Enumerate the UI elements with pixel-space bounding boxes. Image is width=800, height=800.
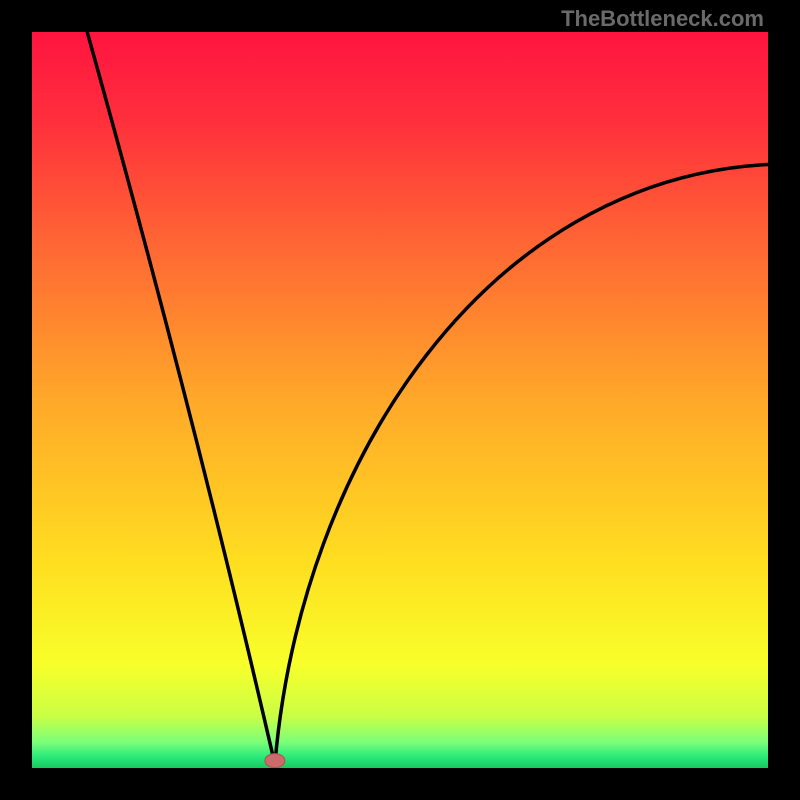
- bottleneck-curve: [87, 32, 768, 764]
- curve-layer: [32, 32, 768, 768]
- watermark-text: TheBottleneck.com: [561, 6, 764, 32]
- vertex-marker: [265, 754, 285, 768]
- plot-area: [32, 32, 768, 768]
